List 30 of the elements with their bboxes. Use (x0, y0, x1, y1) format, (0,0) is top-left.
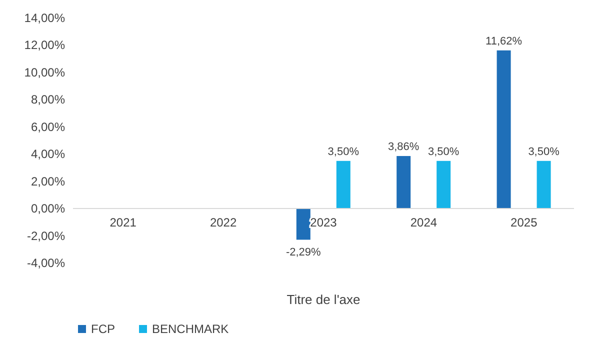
y-tick-label: 14,00% (24, 11, 66, 25)
x-axis-title: Titre de l'axe (286, 292, 360, 307)
bar (536, 160, 551, 209)
data-label: 11,62% (486, 35, 522, 48)
x-tick-label: 2025 (510, 216, 538, 230)
x-tick-label: 2021 (110, 216, 137, 230)
legend-label: FCP (90, 322, 115, 336)
bar (296, 208, 310, 240)
y-tick-label: -4,00% (26, 256, 66, 270)
bar (336, 160, 350, 209)
y-tick-label: 12,00% (24, 38, 66, 52)
y-tick-label: -2,00% (26, 228, 66, 243)
legend-label: BENCHMARK (151, 322, 229, 336)
y-tick-label: 6,00% (30, 120, 66, 134)
data-label: 3,50% (428, 146, 460, 158)
bar (436, 160, 451, 209)
data-label: -2,29% (286, 246, 322, 259)
x-tick-label: 2023 (310, 216, 338, 230)
data-label: 3,86% (388, 141, 420, 154)
y-tick-label: 0,00% (30, 202, 66, 216)
x-tick-label: 2024 (410, 216, 438, 230)
data-label: 3,50% (328, 146, 360, 158)
y-tick-label: 10,00% (24, 65, 66, 80)
y-tick-label: 8,00% (30, 92, 66, 107)
x-tick-label: 2022 (210, 216, 237, 230)
bar (496, 50, 511, 209)
bar (396, 156, 411, 209)
y-tick-label: 4,00% (30, 147, 66, 162)
data-label: 3,50% (528, 146, 560, 158)
y-tick-label: 2,00% (30, 174, 66, 188)
